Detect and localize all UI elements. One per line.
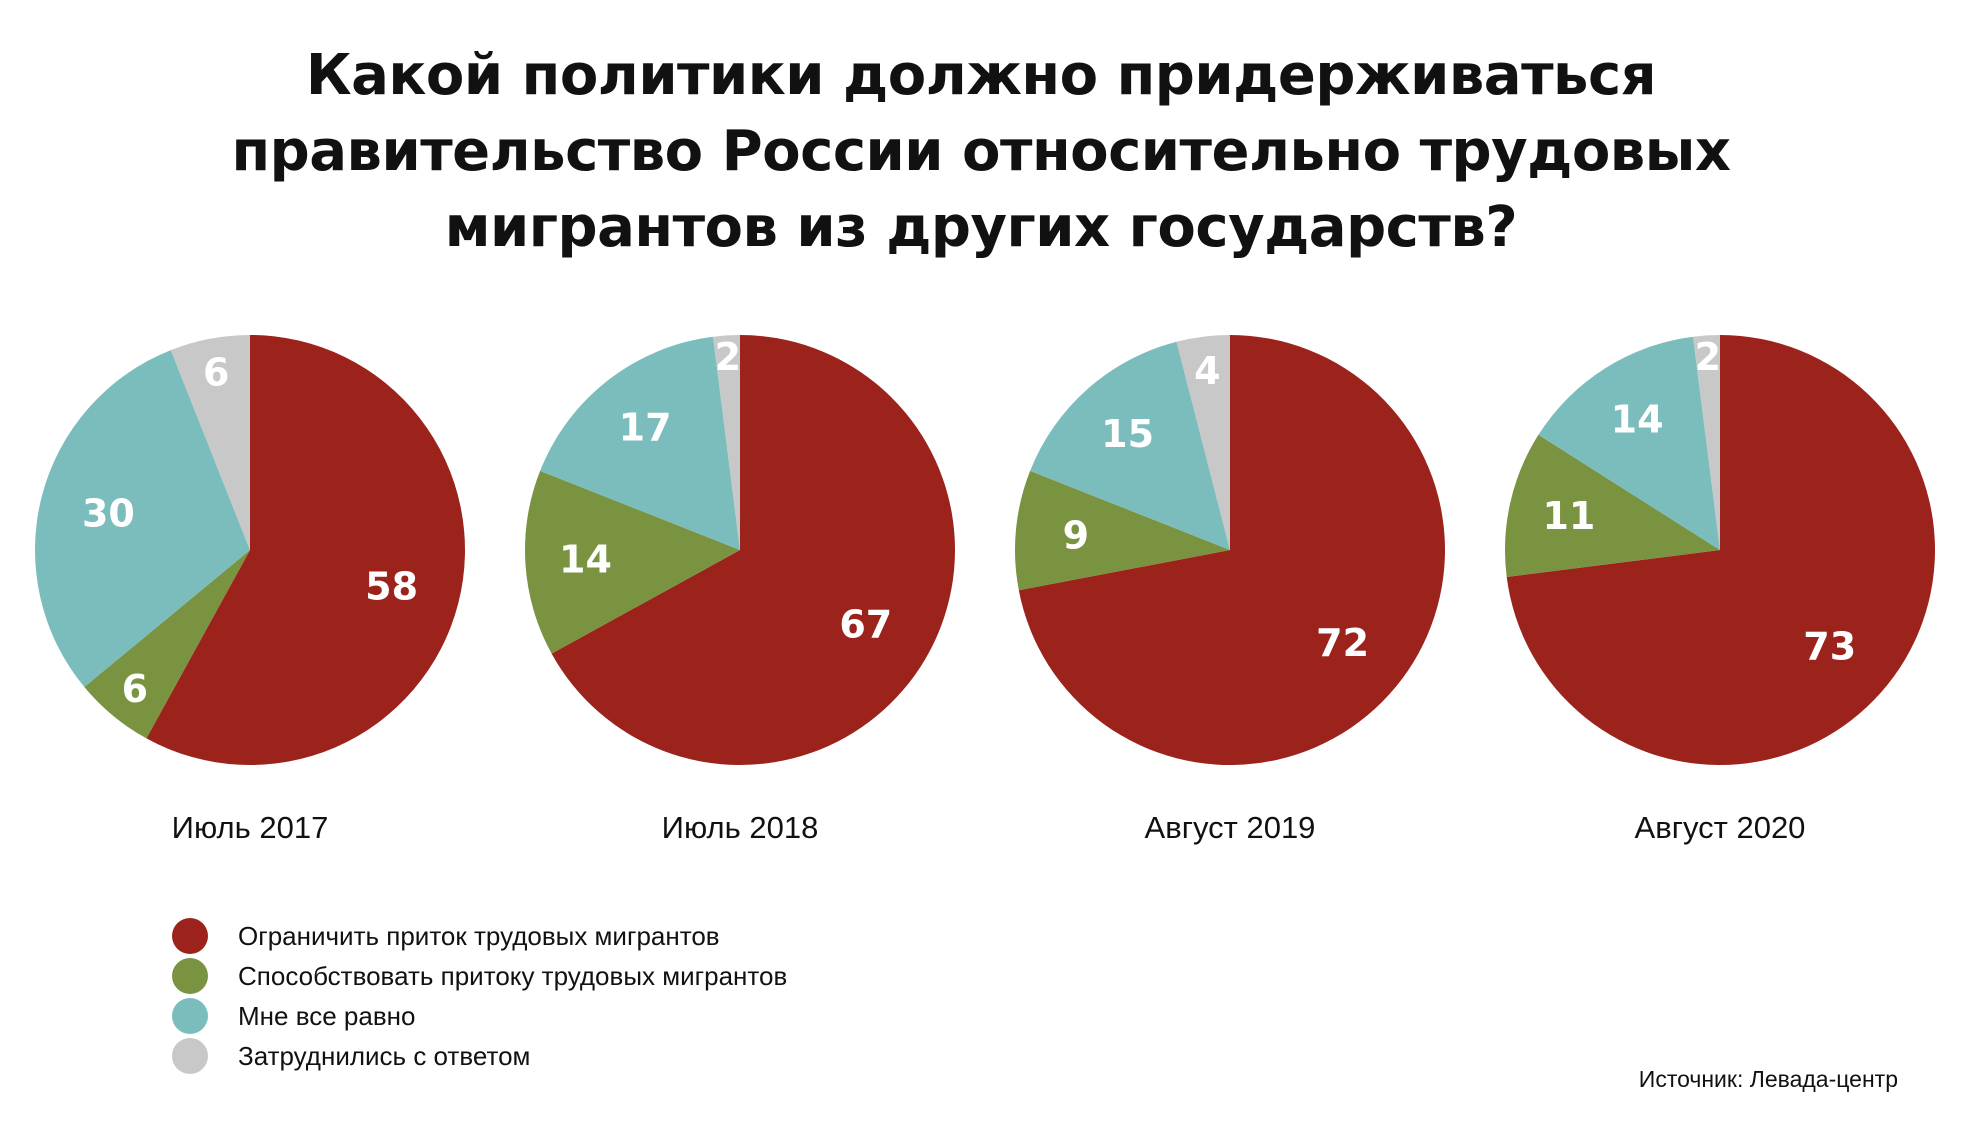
legend: Ограничить приток трудовых мигрантов Спо…: [172, 916, 787, 1076]
pie-4-slice-undecided: [1693, 335, 1720, 550]
pie-4-label-promote: 11: [1542, 494, 1595, 538]
pie-svg-1: 58 6 30 6: [34, 335, 465, 765]
legend-item-indifferent: Мне все равно: [172, 996, 787, 1036]
title-line-1: Какой политики должно придерживаться: [305, 43, 1657, 108]
title-line-2: правительство России относительно трудов…: [231, 119, 1731, 184]
pie-3-caption: Август 2019: [1144, 810, 1316, 845]
pie-1-label-promote: 6: [122, 667, 148, 711]
pie-4-slice-promote: [1505, 434, 1720, 577]
pie-3-label-promote: 9: [1063, 513, 1089, 557]
legend-swatch-restrict: [172, 918, 208, 954]
title-line-3: мигрантов из других государств?: [444, 195, 1518, 260]
pie-2-slice-restrict: [551, 335, 955, 765]
pie-1-slice-restrict: [146, 335, 465, 765]
legend-label-undecided: Затруднились с ответом: [238, 1040, 531, 1071]
pie-1-slice-undecided: [170, 335, 250, 550]
pie-2-label-promote: 14: [559, 538, 612, 582]
pie-4-label-restrict: 73: [1803, 625, 1856, 669]
legend-swatch-undecided: [172, 1038, 208, 1074]
pie-svg-4: 73 11 14 2: [1505, 335, 1936, 765]
pie-3-label-undecided: 4: [1194, 349, 1220, 393]
source-note: Источник: Левада-центр: [1638, 1066, 1898, 1092]
legend-swatch-indifferent: [172, 998, 208, 1034]
pie-3-label-indifferent: 15: [1101, 412, 1154, 456]
legend-label-indifferent: Мне все равно: [238, 1000, 416, 1031]
pie-2-caption: Июль 2018: [661, 810, 819, 845]
pie-3-slice-restrict: [1018, 335, 1446, 765]
legend-label-restrict: Ограничить приток трудовых мигрантов: [238, 920, 720, 951]
pie-2-slice-undecided: [713, 335, 740, 550]
chart-title: Какой политики должно придерживаться пра…: [0, 38, 1962, 266]
pie-3: 72 9 15 4 Август 2019: [980, 320, 1480, 845]
pie-4-label-undecided: 2: [1695, 335, 1721, 379]
pie-4-caption: Август 2020: [1634, 810, 1806, 845]
pie-2-slice-promote: [524, 470, 740, 654]
legend-item-restrict: Ограничить приток трудовых мигрантов: [172, 916, 787, 956]
pie-3-slice-indifferent: [1030, 341, 1230, 550]
legend-item-undecided: Затруднились с ответом: [172, 1036, 787, 1076]
pie-1-label-indifferent: 30: [82, 492, 135, 536]
pie-4: 73 11 14 2 Август 2020: [1470, 320, 1962, 845]
pie-3-slice-undecided: [1176, 335, 1230, 550]
pie-1-label-undecided: 6: [203, 351, 229, 395]
pie-1: 58 6 30 6 Июль 2017: [0, 320, 500, 845]
pie-2-label-restrict: 67: [839, 602, 892, 646]
pie-2-slice-indifferent: [540, 336, 740, 550]
pie-3-label-restrict: 72: [1316, 621, 1369, 665]
pie-charts-row: 58 6 30 6 Июль 2017 67 14 17 2 Июль 2018 72 9 15 4 Авг…: [0, 320, 1962, 845]
pie-svg-2: 67 14 17 2: [524, 335, 955, 765]
pie-1-caption: Июль 2017: [171, 810, 329, 845]
pie-2: 67 14 17 2 Июль 2018: [490, 320, 990, 845]
legend-swatch-promote: [172, 958, 208, 994]
pie-1-label-restrict: 58: [365, 564, 418, 608]
pie-3-slice-promote: [1015, 470, 1230, 591]
pie-4-label-indifferent: 14: [1611, 397, 1664, 441]
legend-label-promote: Способствовать притоку трудовых мигранто…: [238, 960, 788, 991]
pie-1-slice-indifferent: [34, 350, 250, 688]
pie-4-slice-indifferent: [1538, 336, 1720, 550]
pie-2-label-indifferent: 17: [619, 406, 672, 450]
pie-svg-3: 72 9 15 4: [1015, 335, 1446, 765]
pie-2-label-undecided: 2: [715, 335, 741, 379]
legend-item-promote: Способствовать притоку трудовых мигранто…: [172, 956, 787, 996]
pie-1-slice-promote: [84, 550, 250, 739]
pie-4-slice-restrict: [1506, 335, 1936, 765]
